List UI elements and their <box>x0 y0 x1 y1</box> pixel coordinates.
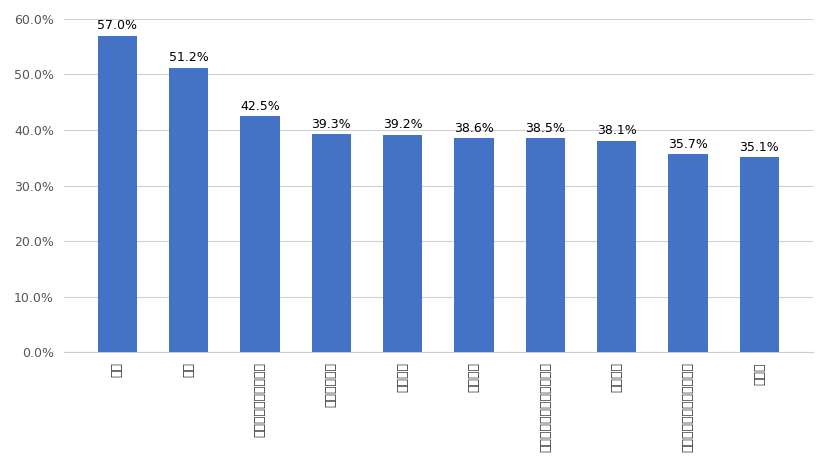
Text: 39.3%: 39.3% <box>312 117 351 130</box>
Bar <box>597 141 636 352</box>
Bar <box>668 154 708 352</box>
Bar <box>740 158 779 352</box>
Text: 57.0%: 57.0% <box>98 19 137 32</box>
Text: 38.5%: 38.5% <box>525 122 566 135</box>
Text: 38.1%: 38.1% <box>597 124 637 137</box>
Text: 38.6%: 38.6% <box>454 122 494 135</box>
Bar <box>98 35 137 352</box>
Bar <box>241 116 280 352</box>
Bar <box>454 138 494 352</box>
Bar <box>526 138 565 352</box>
Text: 42.5%: 42.5% <box>240 100 280 113</box>
Text: 51.2%: 51.2% <box>169 51 208 64</box>
Bar <box>383 135 423 352</box>
Text: 39.2%: 39.2% <box>383 118 423 131</box>
Bar <box>169 68 208 352</box>
Text: 35.1%: 35.1% <box>739 141 779 154</box>
Text: 35.7%: 35.7% <box>668 137 708 151</box>
Bar <box>312 134 351 352</box>
